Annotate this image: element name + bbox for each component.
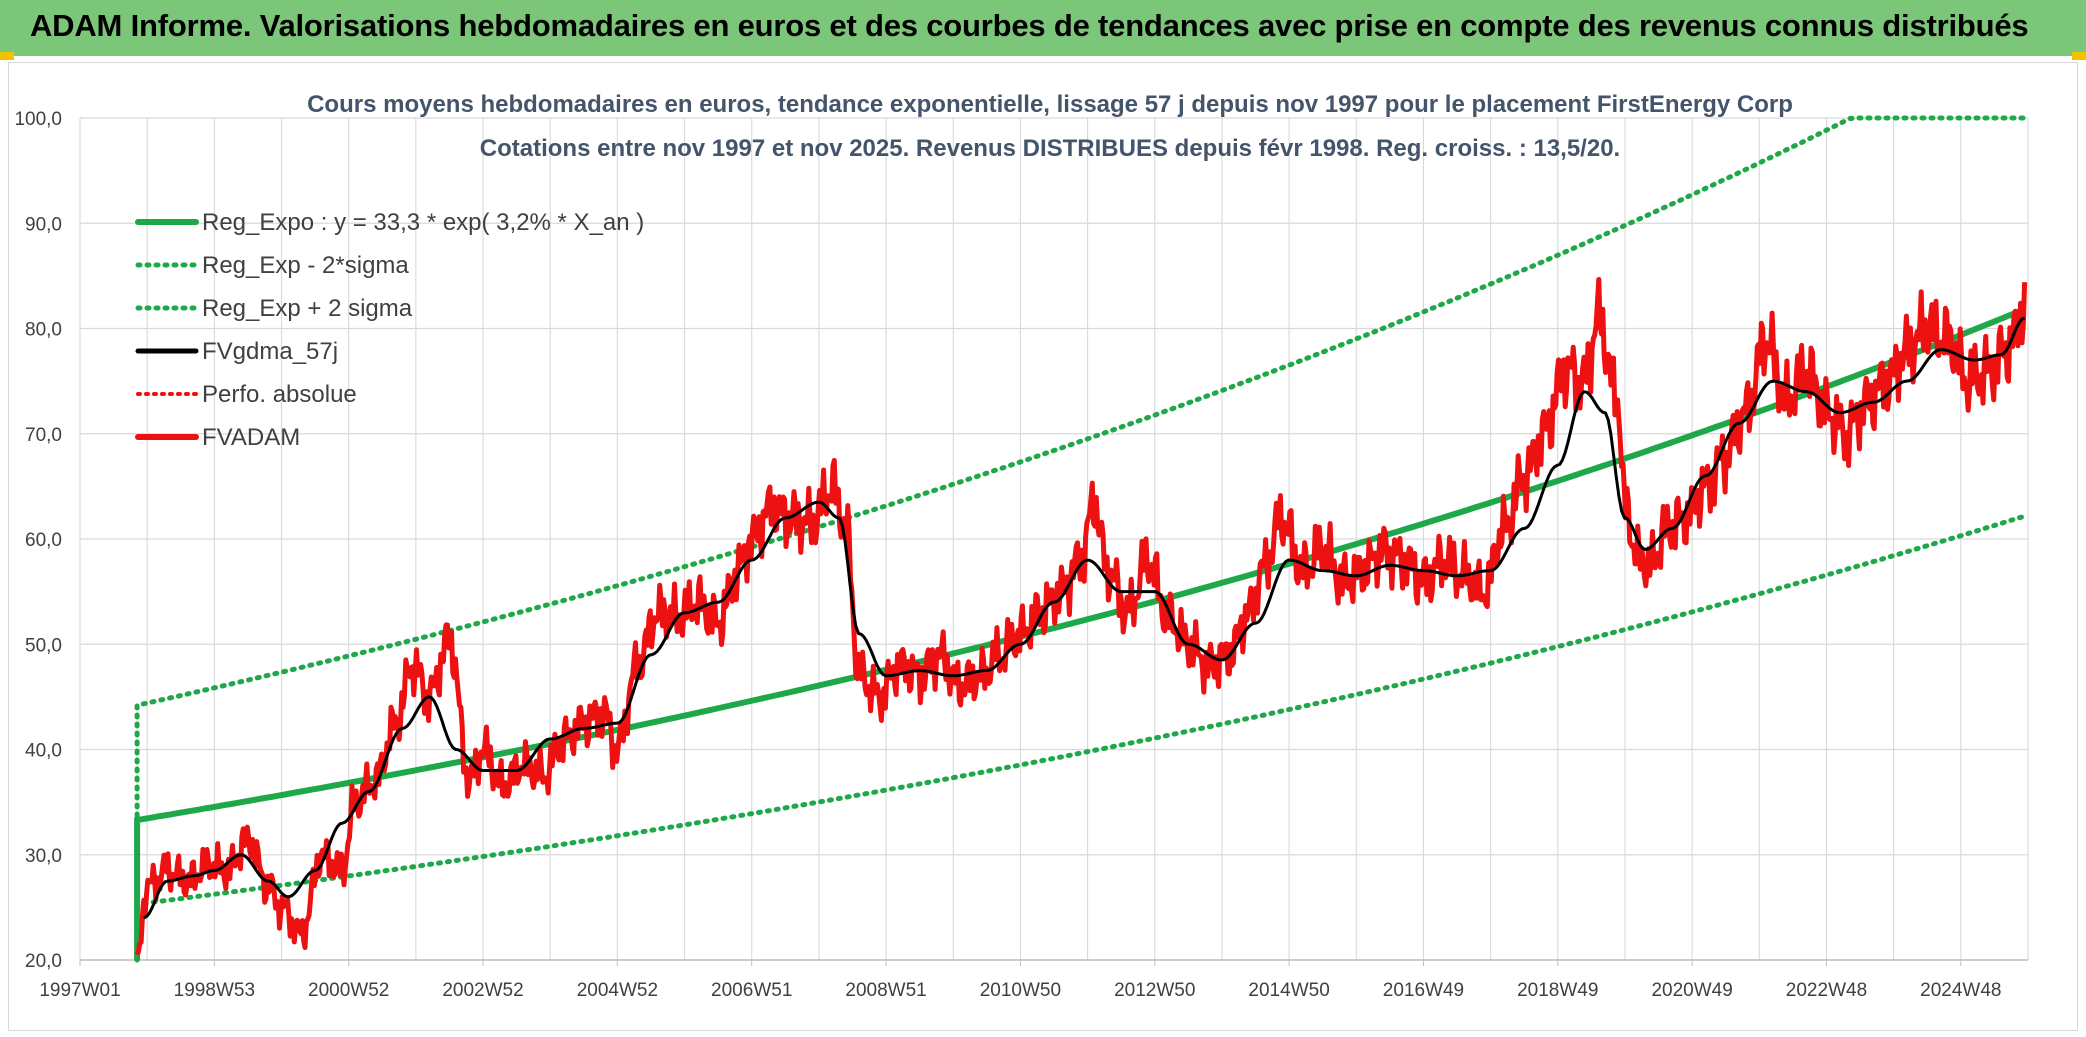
chart-titles: Cours moyens hebdomadaires en euros, ten…: [307, 91, 1793, 162]
y-tick-label: 40,0: [25, 741, 62, 762]
x-tick-label: 2014W50: [1248, 980, 1329, 1001]
series-reg-exp-minus-2-sigma: [134, 513, 2028, 963]
x-tick-label: 2000W52: [308, 980, 389, 1001]
chart-series: [134, 115, 2028, 963]
series-fvadam: [134, 277, 2028, 956]
x-tick-label: 2006W51: [711, 980, 792, 1001]
legend-label: Perfo. absolue: [202, 381, 357, 408]
x-tick-label: 2002W52: [442, 980, 523, 1001]
y-tick-label: 60,0: [25, 530, 62, 551]
x-tick-label: 1997W01: [39, 980, 120, 1001]
y-tick-label: 20,0: [25, 951, 62, 972]
series-fvgdma-57j: [143, 316, 2026, 920]
series-reg-expo: [134, 306, 2026, 960]
y-axis: 20,0 30,0 40,0 50,0 60,0 70,0 80,0 90,0 100,0: [14, 109, 62, 972]
banner-corner-left: [0, 52, 14, 60]
x-tick-label: 2008W51: [845, 980, 926, 1001]
legend-label: Reg_Expo : y = 33,3 * exp( 3,2% * X_an ): [202, 209, 644, 236]
x-tick-label: 1998W53: [174, 980, 255, 1001]
y-tick-label: 70,0: [25, 425, 62, 446]
chart-legend: Reg_Expo : y = 33,3 * exp( 3,2% * X_an )…: [135, 209, 644, 451]
legend-label: Reg_Exp - 2*sigma: [202, 252, 409, 279]
series-reg-exp-plus-2-sigma: [134, 115, 2028, 963]
y-tick-label: 80,0: [25, 320, 62, 341]
x-tick-label: 2020W49: [1651, 980, 1732, 1001]
x-tick-label: 2024W48: [1920, 980, 2001, 1001]
banner-corner-right: [2072, 52, 2086, 60]
chart-title: Cours moyens hebdomadaires en euros, ten…: [307, 91, 1793, 118]
x-tick-label: 2012W50: [1114, 980, 1195, 1001]
x-tick-label: 2016W49: [1383, 980, 1464, 1001]
legend-label: FVADAM: [202, 424, 300, 451]
x-tick-label: 2018W49: [1517, 980, 1598, 1001]
x-tick-label: 2004W52: [577, 980, 658, 1001]
y-tick-label: 100,0: [14, 109, 62, 130]
x-axis: 1997W01 1998W53 2000W52 2002W52 2004W52 2006W…: [39, 959, 2028, 1001]
chart-subtitle: Cotations entre nov 1997 et nov 2025. Re…: [480, 135, 1620, 162]
y-tick-label: 50,0: [25, 635, 62, 656]
legend-label: Reg_Exp + 2 sigma: [202, 295, 413, 322]
report-banner: [0, 0, 2086, 59]
report-title: ADAM Informe. Valorisations hebdomadaire…: [30, 8, 2029, 43]
chart-frame: [8, 62, 2078, 1031]
y-tick-label: 90,0: [25, 214, 62, 235]
x-tick-label: 2022W48: [1786, 980, 1867, 1001]
x-tick-label: 2010W50: [980, 980, 1061, 1001]
legend-label: FVgdma_57j: [202, 338, 338, 365]
y-tick-label: 30,0: [25, 846, 62, 867]
chart-grid: [79, 117, 2029, 961]
